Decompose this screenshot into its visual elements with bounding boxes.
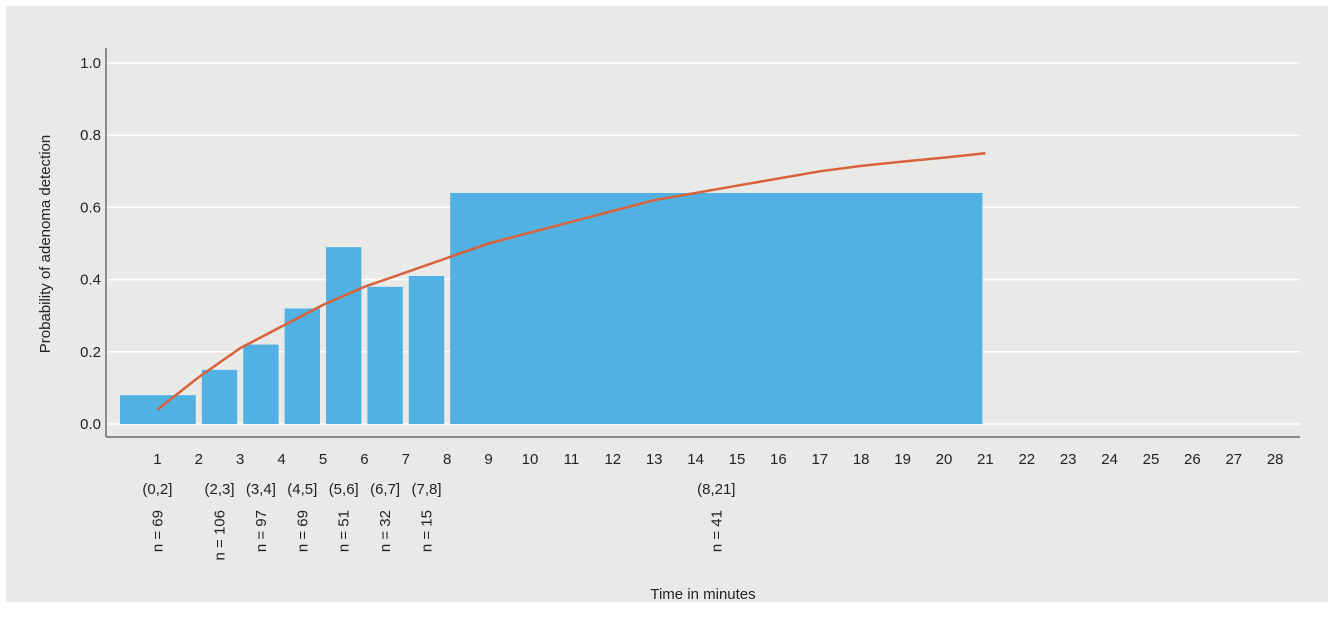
x-tick-label: 19: [894, 451, 911, 468]
axes: [105, 48, 1300, 438]
y-tick-labels: 0.0 0.2 0.4 0.6 0.8 1.0: [80, 55, 101, 433]
bar: [201, 369, 238, 424]
sample-size-label: n = 69: [294, 510, 311, 552]
interval-label: (5,6]: [329, 481, 359, 498]
y-tick-label: 0.4: [80, 272, 101, 289]
x-tick-label: 17: [811, 451, 828, 468]
y-axis-title: Probability of adenoma detection: [37, 135, 54, 353]
x-tick-label: 26: [1184, 451, 1201, 468]
interval-label: (7,8]: [411, 481, 441, 498]
interval-labels: (0,2] (2,3] (3,4] (4,5] (5,6] (6,7] (7,8] (8,21…: [142, 481, 735, 498]
x-tick-label: 13: [646, 451, 663, 468]
x-tick-label: 4: [277, 451, 285, 468]
x-tick-label: 24: [1101, 451, 1118, 468]
fitted-curve-group: [156, 152, 986, 411]
x-tick-label: 18: [853, 451, 870, 468]
y-tick-label: 0.0: [80, 416, 101, 433]
sample-size-label: n = 41: [708, 510, 725, 552]
x-tick-label: 22: [1018, 451, 1035, 468]
y-tick-label: 0.8: [80, 127, 101, 144]
x-tick-label: 1: [153, 451, 161, 468]
x-tick-label: 8: [443, 451, 451, 468]
x-tick-label: 9: [484, 451, 492, 468]
sample-size-label: n = 15: [419, 510, 436, 552]
y-tick-label: 1.0: [80, 55, 101, 72]
interval-label: (6,7]: [370, 481, 400, 498]
sample-size-label: n = 32: [377, 510, 394, 552]
y-tick-label: 0.2: [80, 344, 101, 361]
bar: [450, 192, 983, 424]
x-tick-label: 3: [236, 451, 244, 468]
x-tick-label: 28: [1267, 451, 1284, 468]
sample-size-label: n = 97: [253, 510, 270, 552]
x-tick-label: 6: [360, 451, 368, 468]
y-tick-label: 0.6: [80, 199, 101, 216]
interval-label: (2,3]: [204, 481, 234, 498]
x-tick-label: 14: [687, 451, 704, 468]
x-tick-label: 12: [604, 451, 621, 468]
x-tick-label: 15: [729, 451, 746, 468]
interval-label: (4,5]: [287, 481, 317, 498]
sample-size-labels: n = 69 n = 106 n = 97 n = 69 n = 51 n = 32 n =…: [149, 510, 725, 560]
x-tick-label: 20: [936, 451, 953, 468]
fitted-curve: [156, 152, 986, 411]
interval-label: (0,2]: [142, 481, 172, 498]
sample-size-label: n = 51: [336, 510, 353, 552]
bar: [243, 344, 279, 424]
x-tick-label: 11: [564, 451, 580, 468]
interval-label: (8,21]: [697, 481, 735, 498]
bar: [367, 286, 403, 424]
x-tick-labels: 1 2 3 4 5 6 7 8 9 10 11 12 13 14 15 16 17 18 19 20 21 22 23 24 2…: [153, 451, 1283, 468]
x-tick-label: 5: [319, 451, 327, 468]
x-axis-title: Time in minutes: [650, 586, 755, 603]
x-tick-label: 16: [770, 451, 787, 468]
x-tick-label: 21: [977, 451, 994, 468]
bar: [284, 308, 320, 424]
x-tick-label: 27: [1225, 451, 1242, 468]
sample-size-label: n = 69: [149, 510, 166, 552]
sample-size-label: n = 106: [212, 510, 229, 560]
bar: [326, 247, 362, 424]
interval-label: (3,4]: [246, 481, 276, 498]
x-tick-label: 10: [522, 451, 539, 468]
bar: [408, 275, 445, 424]
x-tick-label: 7: [402, 451, 410, 468]
x-tick-label: 23: [1060, 451, 1077, 468]
x-tick-label: 2: [195, 451, 203, 468]
x-tick-label: 25: [1143, 451, 1160, 468]
